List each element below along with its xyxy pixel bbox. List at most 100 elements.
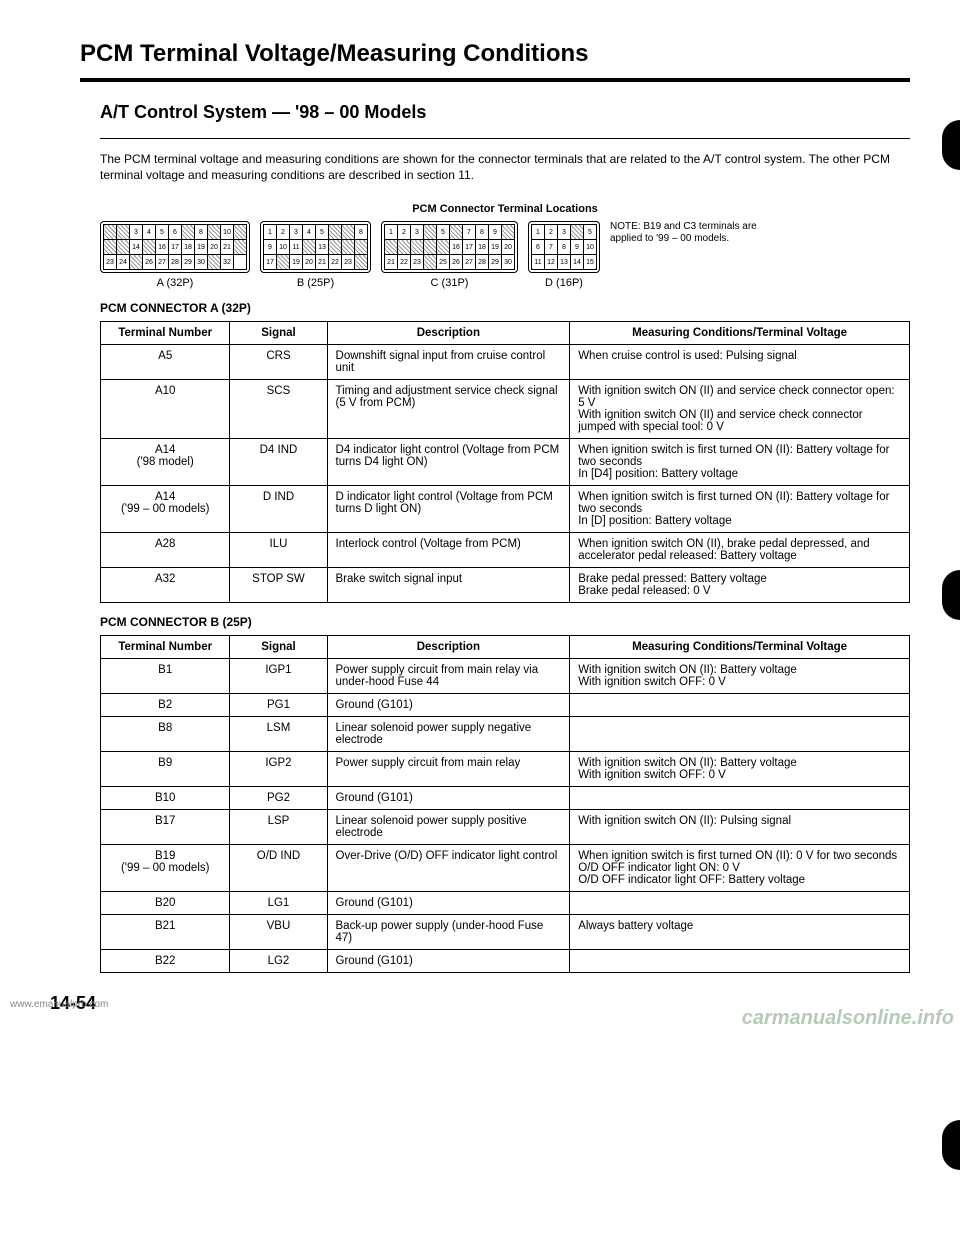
table-a: Terminal NumberSignalDescriptionMeasurin… (100, 321, 910, 603)
connector-d-label: D (16P) (545, 277, 583, 289)
terminal-number: A5 (101, 345, 230, 380)
column-header: Description (327, 322, 570, 345)
column-header: Signal (230, 636, 327, 659)
subtitle-rule (100, 138, 910, 139)
description: Ground (G101) (327, 950, 570, 973)
column-header: Measuring Conditions/Terminal Voltage (570, 636, 910, 659)
signal: PG1 (230, 694, 327, 717)
connector-a-label: A (32P) (157, 277, 194, 289)
terminal-number: B17 (101, 810, 230, 845)
column-header: Terminal Number (101, 636, 230, 659)
table-row: B8LSMLinear solenoid power supply negati… (101, 717, 910, 752)
table-a-heading: PCM CONNECTOR A (32P) (100, 301, 910, 315)
connector-b-block: 123458 9101113 171920212223 B (25P) (260, 221, 371, 289)
diagram-note: NOTE: B19 and C3 terminals are applied t… (610, 221, 770, 245)
table-row: A28ILUInterlock control (Voltage from PC… (101, 533, 910, 568)
description: Ground (G101) (327, 892, 570, 915)
description: Power supply circuit from main relay via… (327, 659, 570, 694)
connector-a-block: 3456810 14161718192021 2324262728293032 … (100, 221, 250, 289)
connector-diagram: PCM Connector Terminal Locations 3456810… (100, 203, 910, 289)
terminal-number: B20 (101, 892, 230, 915)
connector-d-block: 1235 678910 1112131415 D (16P) (528, 221, 600, 289)
terminal-number: A32 (101, 568, 230, 603)
terminal-number: B10 (101, 787, 230, 810)
table-b-heading: PCM CONNECTOR B (25P) (100, 615, 910, 629)
description: Back-up power supply (under-hood Fuse 47… (327, 915, 570, 950)
table-b: Terminal NumberSignalDescriptionMeasurin… (100, 635, 910, 973)
terminal-number: A14('99 – 00 models) (101, 486, 230, 533)
description: Timing and adjustment service check sign… (327, 380, 570, 439)
connector-c-block: 1235789 1617181920 212223252627282930 C … (381, 221, 518, 289)
signal: IGP2 (230, 752, 327, 787)
table-row: B17LSPLinear solenoid power supply posit… (101, 810, 910, 845)
table-row: B20LG1Ground (G101) (101, 892, 910, 915)
watermark-left: www.emanualpro.com (10, 999, 108, 1010)
watermark-right: carmanualsonline.info (742, 1007, 954, 1030)
conditions: Always battery voltage (570, 915, 910, 950)
table-row: A14('98 model)D4 INDD4 indicator light c… (101, 439, 910, 486)
terminal-number: A10 (101, 380, 230, 439)
description: Ground (G101) (327, 787, 570, 810)
signal: SCS (230, 380, 327, 439)
description: Linear solenoid power supply negative el… (327, 717, 570, 752)
table-row: A10SCSTiming and adjustment service chec… (101, 380, 910, 439)
intro-text: The PCM terminal voltage and measuring c… (100, 151, 910, 183)
table-row: B19('99 – 00 models)O/D INDOver-Drive (O… (101, 845, 910, 892)
diagram-caption: PCM Connector Terminal Locations (100, 203, 910, 215)
signal: STOP SW (230, 568, 327, 603)
conditions (570, 717, 910, 752)
table-row: A14('99 – 00 models)D INDD indicator lig… (101, 486, 910, 533)
terminal-number: A28 (101, 533, 230, 568)
conditions: With ignition switch ON (II): Pulsing si… (570, 810, 910, 845)
column-header: Description (327, 636, 570, 659)
signal: ILU (230, 533, 327, 568)
conditions (570, 787, 910, 810)
terminal-number: B21 (101, 915, 230, 950)
terminal-number: B8 (101, 717, 230, 752)
conditions: With ignition switch ON (II): Battery vo… (570, 659, 910, 694)
table-row: A32STOP SWBrake switch signal inputBrake… (101, 568, 910, 603)
table-row: A5CRSDownshift signal input from cruise … (101, 345, 910, 380)
description: Brake switch signal input (327, 568, 570, 603)
column-header: Measuring Conditions/Terminal Voltage (570, 322, 910, 345)
sub-title: A/T Control System — '98 – 00 Models (100, 102, 910, 123)
title-rule (80, 78, 910, 82)
signal: LSM (230, 717, 327, 752)
signal: LG2 (230, 950, 327, 973)
conditions: Brake pedal pressed: Battery voltageBrak… (570, 568, 910, 603)
signal: D4 IND (230, 439, 327, 486)
conditions: When cruise control is used: Pulsing sig… (570, 345, 910, 380)
conditions: When ignition switch is first turned ON … (570, 439, 910, 486)
conditions (570, 694, 910, 717)
description: D indicator light control (Voltage from … (327, 486, 570, 533)
table-row: B2PG1Ground (G101) (101, 694, 910, 717)
table-row: B10PG2Ground (G101) (101, 787, 910, 810)
description: Ground (G101) (327, 694, 570, 717)
column-header: Terminal Number (101, 322, 230, 345)
signal: IGP1 (230, 659, 327, 694)
signal: VBU (230, 915, 327, 950)
terminal-number: B1 (101, 659, 230, 694)
signal: LG1 (230, 892, 327, 915)
table-row: B21VBUBack-up power supply (under-hood F… (101, 915, 910, 950)
signal: LSP (230, 810, 327, 845)
description: Linear solenoid power supply positive el… (327, 810, 570, 845)
signal: PG2 (230, 787, 327, 810)
signal: D IND (230, 486, 327, 533)
terminal-number: B22 (101, 950, 230, 973)
description: Downshift signal input from cruise contr… (327, 345, 570, 380)
description: D4 indicator light control (Voltage from… (327, 439, 570, 486)
conditions: With ignition switch ON (II): Battery vo… (570, 752, 910, 787)
conditions (570, 950, 910, 973)
description: Interlock control (Voltage from PCM) (327, 533, 570, 568)
table-row: B22LG2Ground (G101) (101, 950, 910, 973)
table-row: B1IGP1Power supply circuit from main rel… (101, 659, 910, 694)
column-header: Signal (230, 322, 327, 345)
terminal-number: A14('98 model) (101, 439, 230, 486)
terminal-number: B9 (101, 752, 230, 787)
description: Power supply circuit from main relay (327, 752, 570, 787)
description: Over-Drive (O/D) OFF indicator light con… (327, 845, 570, 892)
connector-b-label: B (25P) (297, 277, 334, 289)
signal: O/D IND (230, 845, 327, 892)
conditions: When ignition switch is first turned ON … (570, 486, 910, 533)
